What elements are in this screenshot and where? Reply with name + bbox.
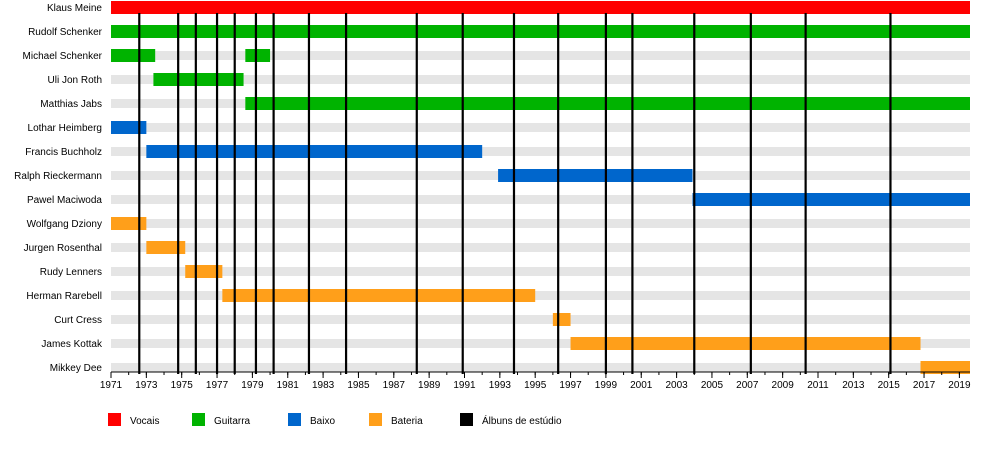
member-name: Uli Jon Roth	[48, 75, 102, 86]
member-bar	[570, 337, 921, 350]
row-stripe	[111, 315, 970, 324]
row-stripes	[111, 3, 970, 372]
row-stripe	[111, 363, 970, 372]
member-bar	[185, 265, 223, 278]
member-bar	[111, 217, 147, 230]
album-lines	[138, 13, 892, 374]
member-name: Mikkey Dee	[50, 363, 103, 374]
member-bar	[692, 193, 970, 206]
x-tick-label: 1991	[453, 380, 476, 391]
member-name: Rudolf Schenker	[28, 27, 103, 38]
member-bar	[146, 241, 186, 254]
member-bar	[920, 361, 970, 374]
row-stripe	[111, 243, 970, 252]
member-bar	[245, 49, 271, 62]
row-stripe	[111, 219, 970, 228]
member-name: James Kottak	[41, 339, 103, 350]
row-stripe	[111, 339, 970, 348]
member-bar	[245, 97, 970, 110]
member-name: Matthias Jabs	[40, 99, 102, 110]
legend-label: Guitarra	[214, 416, 251, 427]
member-bar	[111, 1, 970, 14]
member-bar	[552, 313, 571, 326]
x-tick-label: 2017	[913, 380, 936, 391]
row-stripe	[111, 123, 970, 132]
member-bar	[498, 169, 693, 182]
x-tick-label: 1985	[347, 380, 370, 391]
legend-swatch	[369, 413, 382, 426]
member-name: Herman Rarebell	[26, 291, 102, 302]
member-name: Curt Cress	[54, 315, 102, 326]
x-axis: 1971 1973 1975 1977 1979 1981 1983 1985 1987 1989…	[100, 371, 971, 391]
legend-label: Bateria	[391, 416, 423, 427]
x-tick-label: 1997	[559, 380, 582, 391]
member-bars	[111, 1, 970, 374]
legend-swatch	[460, 413, 473, 426]
x-tick-label: 1983	[312, 380, 335, 391]
member-bar	[146, 145, 483, 158]
x-tick-label: 1975	[171, 380, 194, 391]
member-name: Francis Buchholz	[25, 147, 102, 158]
x-tick-label: 1973	[135, 380, 158, 391]
x-tick-label: 1993	[489, 380, 512, 391]
x-tick-label: 2011	[807, 380, 829, 391]
x-tick-label: 2015	[878, 380, 901, 391]
legend-label: Vocais	[130, 416, 159, 427]
x-tick-label: 1977	[206, 380, 229, 391]
member-bar	[111, 25, 970, 38]
member-name: Klaus Meine	[47, 3, 102, 14]
x-tick-label: 1999	[595, 380, 618, 391]
legend-label: Baixo	[310, 416, 335, 427]
member-bar	[111, 49, 156, 62]
x-tick-label: 1989	[418, 380, 441, 391]
member-name: Jurgen Rosenthal	[24, 243, 102, 254]
member-bar	[111, 121, 147, 134]
x-tick-label: 1979	[241, 380, 264, 391]
x-tick-label: 1987	[383, 380, 406, 391]
x-tick-label: 1995	[524, 380, 547, 391]
row-stripe	[111, 291, 970, 300]
x-tick-label: 2005	[701, 380, 724, 391]
legend-swatch	[288, 413, 301, 426]
member-bar	[153, 73, 244, 86]
legend-label: Álbuns de estúdio	[482, 414, 562, 427]
x-tick-label: 2019	[948, 380, 971, 391]
legend: Vocais Guitarra Baixo Bateria Álbuns de estú…	[108, 413, 562, 427]
x-tick-label: 2013	[842, 380, 865, 391]
member-name: Pawel Maciwoda	[27, 195, 102, 206]
member-names: Klaus Meine Rudolf Schenker Michael Schenk…	[14, 3, 103, 374]
x-tick-label: 2003	[665, 380, 688, 391]
x-tick-label: 1981	[277, 380, 300, 391]
member-bar	[222, 289, 536, 302]
member-name: Wolfgang Dziony	[27, 219, 102, 230]
x-tick-label: 2007	[736, 380, 759, 391]
member-name: Michael Schenker	[23, 51, 103, 62]
row-stripe	[111, 267, 970, 276]
member-name: Rudy Lenners	[40, 267, 102, 278]
member-name: Lothar Heimberg	[28, 123, 102, 134]
x-tick-label: 2009	[772, 380, 795, 391]
row-stripe	[111, 147, 970, 156]
x-tick-label: 2001	[630, 380, 653, 391]
row-stripe	[111, 75, 970, 84]
row-stripe	[111, 51, 970, 60]
row-stripe	[111, 195, 970, 204]
member-name: Ralph Rieckermann	[14, 171, 102, 182]
x-tick-label: 1971	[100, 380, 123, 391]
legend-swatch	[108, 413, 121, 426]
legend-swatch	[192, 413, 205, 426]
